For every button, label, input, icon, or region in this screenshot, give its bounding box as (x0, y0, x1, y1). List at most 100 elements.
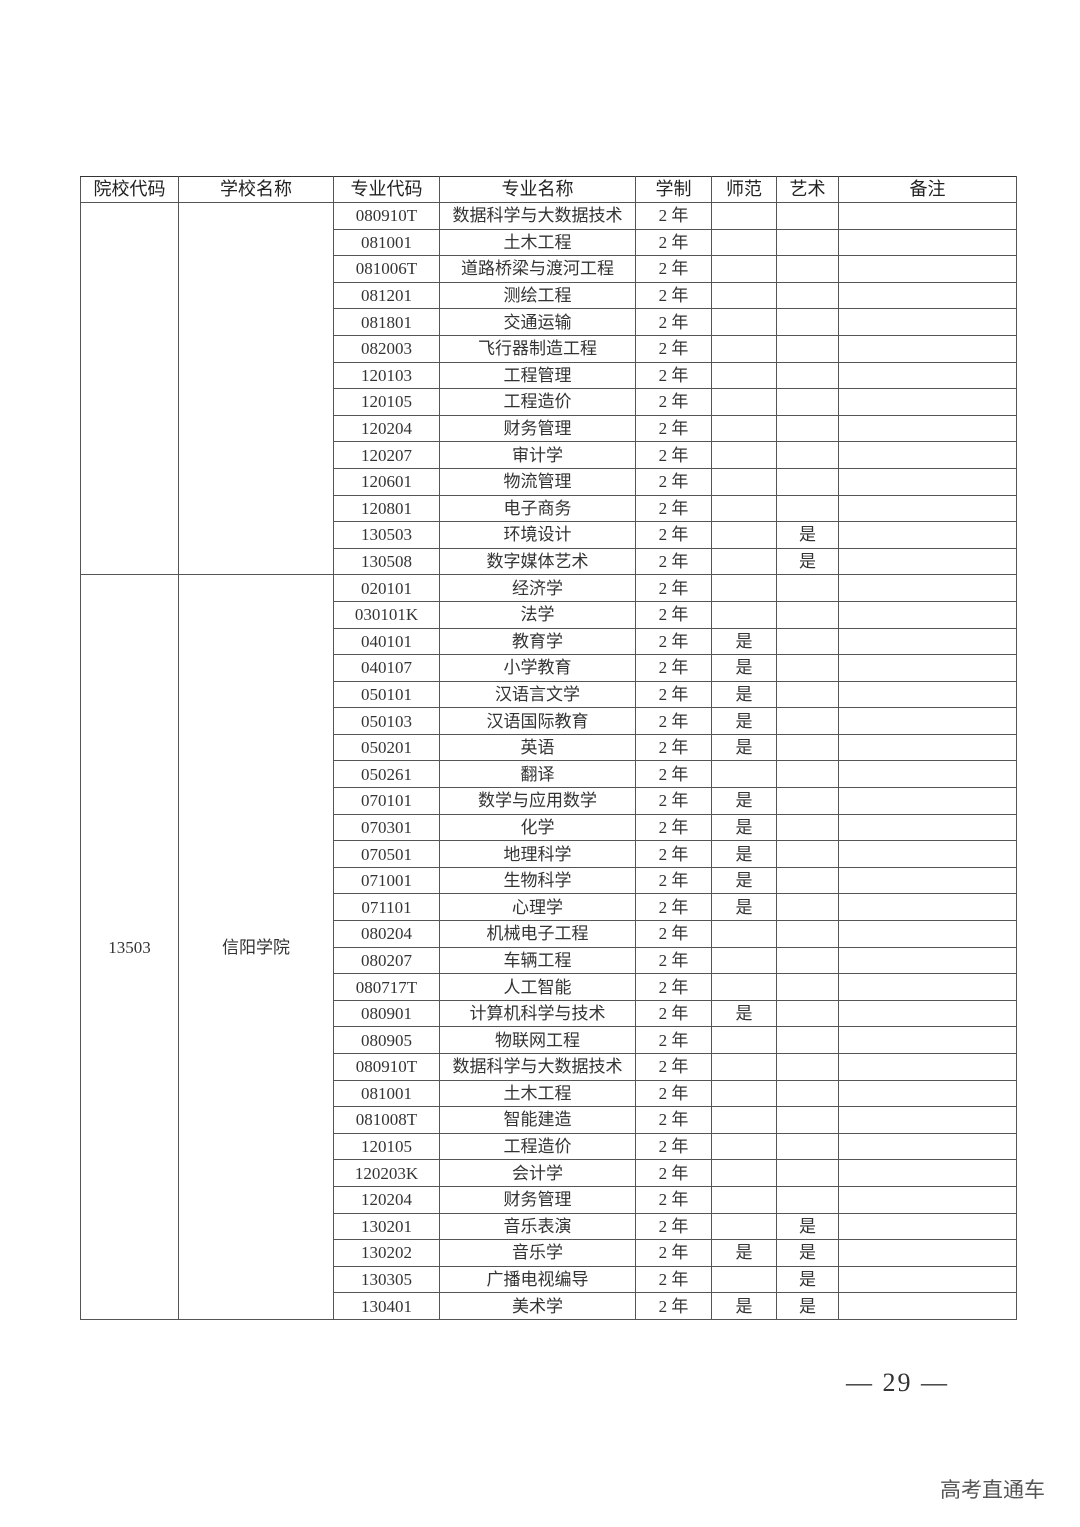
duration: 2 年 (635, 654, 712, 682)
duration: 2 年 (635, 281, 712, 310)
table-row: 050261 翻译 2 年 (81, 760, 1017, 789)
normal-flag (711, 467, 777, 496)
major-name: 数据科学与大数据技术 (439, 1053, 636, 1081)
table-row: 070101 数学与应用数学 2 年是 (81, 787, 1017, 815)
normal-flag (711, 202, 777, 230)
normal-flag: 是 (711, 627, 777, 656)
major-code: 120801 (333, 494, 440, 523)
major-name: 工程造价 (439, 1132, 636, 1161)
art-flag (776, 361, 839, 390)
remarks (838, 1292, 1017, 1320)
normal-flag (711, 1185, 777, 1214)
major-code: 070101 (333, 787, 440, 815)
normal-flag: 是 (711, 840, 777, 868)
major-name: 会计学 (439, 1159, 636, 1187)
major-name: 环境设计 (439, 521, 636, 549)
remarks (838, 840, 1017, 868)
remarks (838, 547, 1017, 576)
normal-flag: 是 (711, 707, 777, 735)
duration: 2 年 (635, 733, 712, 762)
major-name: 音乐学 (439, 1239, 636, 1267)
major-name: 车辆工程 (439, 946, 636, 975)
normal-flag: 是 (711, 813, 777, 842)
header-remarks: 备注 (838, 176, 1017, 203)
duration: 2 年 (635, 521, 712, 549)
table-row: 080910T 数据科学与大数据技术 2 年 (81, 1053, 1017, 1081)
major-name: 审计学 (439, 441, 636, 469)
duration: 2 年 (635, 361, 712, 390)
major-code: 020101 (333, 574, 440, 602)
normal-flag (711, 574, 777, 602)
remarks (838, 228, 1017, 257)
table-row: 081001 土木工程 2 年 (81, 228, 1017, 257)
duration: 2 年 (635, 893, 712, 922)
duration: 2 年 (635, 866, 712, 895)
remarks (838, 1079, 1017, 1108)
major-code: 080910T (333, 202, 440, 230)
table-row: 081801 交通运输 2 年 (81, 308, 1017, 336)
header-duration: 学制 (635, 176, 712, 203)
remarks (838, 1053, 1017, 1081)
major-name: 交通运输 (439, 308, 636, 336)
major-name: 机械电子工程 (439, 920, 636, 948)
major-code: 070501 (333, 840, 440, 868)
major-code: 081801 (333, 308, 440, 336)
art-flag (776, 334, 839, 363)
remarks (838, 707, 1017, 735)
art-flag (776, 1079, 839, 1108)
school-code: 13503 (80, 574, 179, 1320)
art-flag (776, 281, 839, 310)
table-row: 071101 心理学 2 年是 (81, 893, 1017, 922)
duration: 2 年 (635, 1212, 712, 1241)
table-row: 070501 地理科学 2 年是 (81, 840, 1017, 868)
art-flag (776, 1185, 839, 1214)
table-row: 081201 测绘工程 2 年 (81, 281, 1017, 310)
normal-flag (711, 600, 777, 629)
normal-flag (711, 1053, 777, 1081)
duration: 2 年 (635, 1239, 712, 1267)
art-flag (776, 893, 839, 922)
art-flag (776, 414, 839, 443)
remarks (838, 1159, 1017, 1187)
art-flag (776, 1053, 839, 1081)
major-name: 财务管理 (439, 414, 636, 443)
duration: 2 年 (635, 760, 712, 789)
normal-flag: 是 (711, 866, 777, 895)
remarks (838, 733, 1017, 762)
major-name: 汉语国际教育 (439, 707, 636, 735)
table-row: 120203K 会计学 2 年 (81, 1159, 1017, 1187)
remarks (838, 1265, 1017, 1294)
duration: 2 年 (635, 574, 712, 602)
major-name: 数学与应用数学 (439, 787, 636, 815)
table-row: 130401 美术学 2 年是是 (81, 1292, 1017, 1320)
header-art: 艺术 (776, 176, 839, 203)
major-name: 法学 (439, 600, 636, 629)
duration: 2 年 (635, 1159, 712, 1187)
major-name: 地理科学 (439, 840, 636, 868)
major-code: 120103 (333, 361, 440, 390)
normal-flag (711, 1026, 777, 1054)
table-row: 120207 审计学 2 年 (81, 441, 1017, 469)
school-name: 信阳学院 (178, 574, 334, 1320)
major-name: 汉语言文学 (439, 680, 636, 709)
major-code: 080717T (333, 973, 440, 1001)
major-code: 120601 (333, 467, 440, 496)
major-name: 物联网工程 (439, 1026, 636, 1054)
duration: 2 年 (635, 255, 712, 283)
normal-flag: 是 (711, 680, 777, 709)
major-name: 数据科学与大数据技术 (439, 202, 636, 230)
duration: 2 年 (635, 680, 712, 709)
table-row: 120105 工程造价 2 年 (81, 1132, 1017, 1161)
normal-flag (711, 946, 777, 975)
major-code: 120203K (333, 1159, 440, 1187)
major-code: 120204 (333, 1185, 440, 1214)
table-row: 080905 物联网工程 2 年 (81, 1026, 1017, 1054)
major-code: 040107 (333, 654, 440, 682)
header-major-name: 专业名称 (439, 176, 636, 203)
art-flag (776, 787, 839, 815)
art-flag (776, 228, 839, 257)
major-code: 081008T (333, 1106, 440, 1134)
duration: 2 年 (635, 787, 712, 815)
watermark: 高考直通车 (940, 1478, 1045, 1502)
remarks (838, 1132, 1017, 1161)
